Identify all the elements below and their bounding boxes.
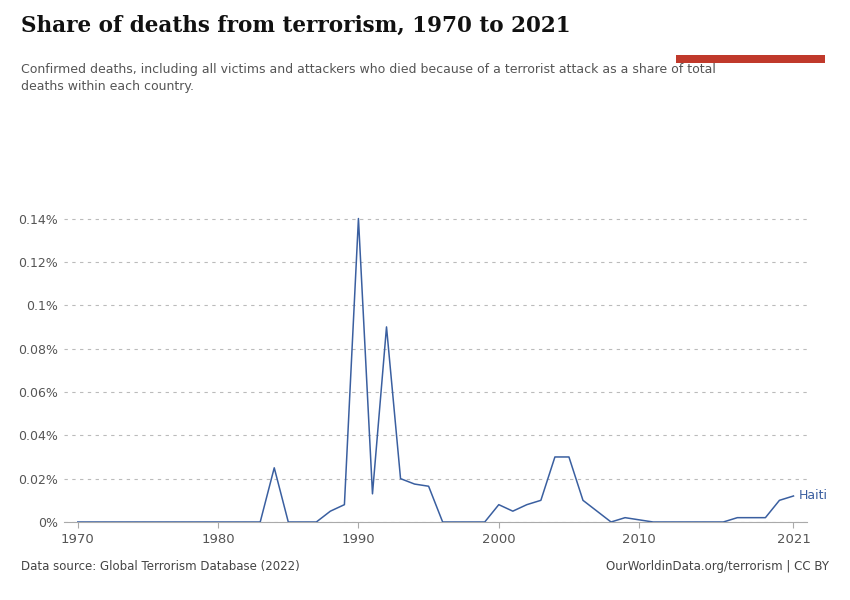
Text: Haiti: Haiti — [799, 490, 828, 502]
Text: Our World: Our World — [717, 16, 784, 28]
Bar — [676, 55, 824, 63]
Text: Share of deaths from terrorism, 1970 to 2021: Share of deaths from terrorism, 1970 to … — [21, 15, 571, 37]
Text: Data source: Global Terrorism Database (2022): Data source: Global Terrorism Database (… — [21, 560, 300, 573]
Text: OurWorldinData.org/terrorism | CC BY: OurWorldinData.org/terrorism | CC BY — [606, 560, 829, 573]
Text: in Data: in Data — [726, 35, 774, 48]
Text: Confirmed deaths, including all victims and attackers who died because of a terr: Confirmed deaths, including all victims … — [21, 63, 716, 93]
